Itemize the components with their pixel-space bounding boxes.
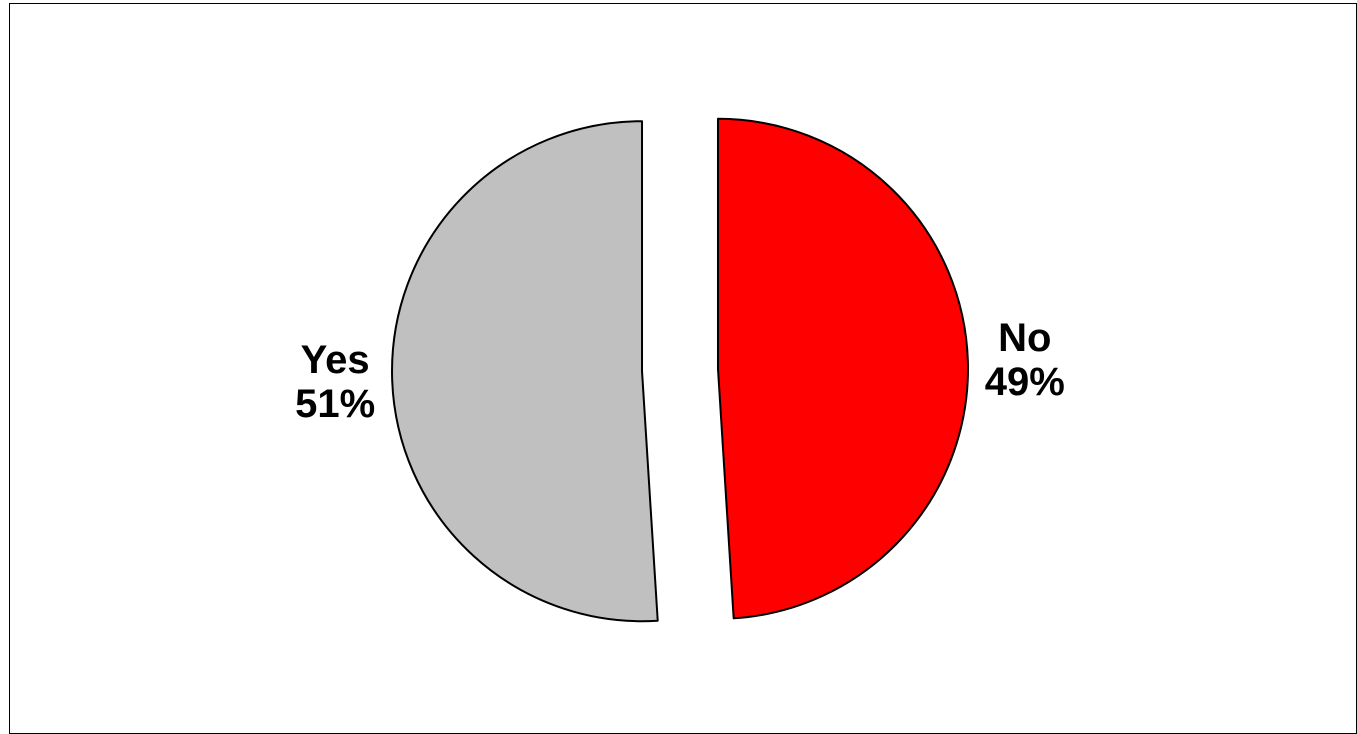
chart-area <box>9 3 1357 734</box>
slices-layer <box>391 117 969 623</box>
slice-percent-yes: 51% <box>295 382 375 426</box>
slice-label-no: No <box>998 316 1051 360</box>
slice-percent-no: 49% <box>985 360 1065 404</box>
pie-slice-no <box>716 117 969 620</box>
pie-slice-yes <box>391 120 659 623</box>
slice-label-yes: Yes <box>301 338 370 382</box>
